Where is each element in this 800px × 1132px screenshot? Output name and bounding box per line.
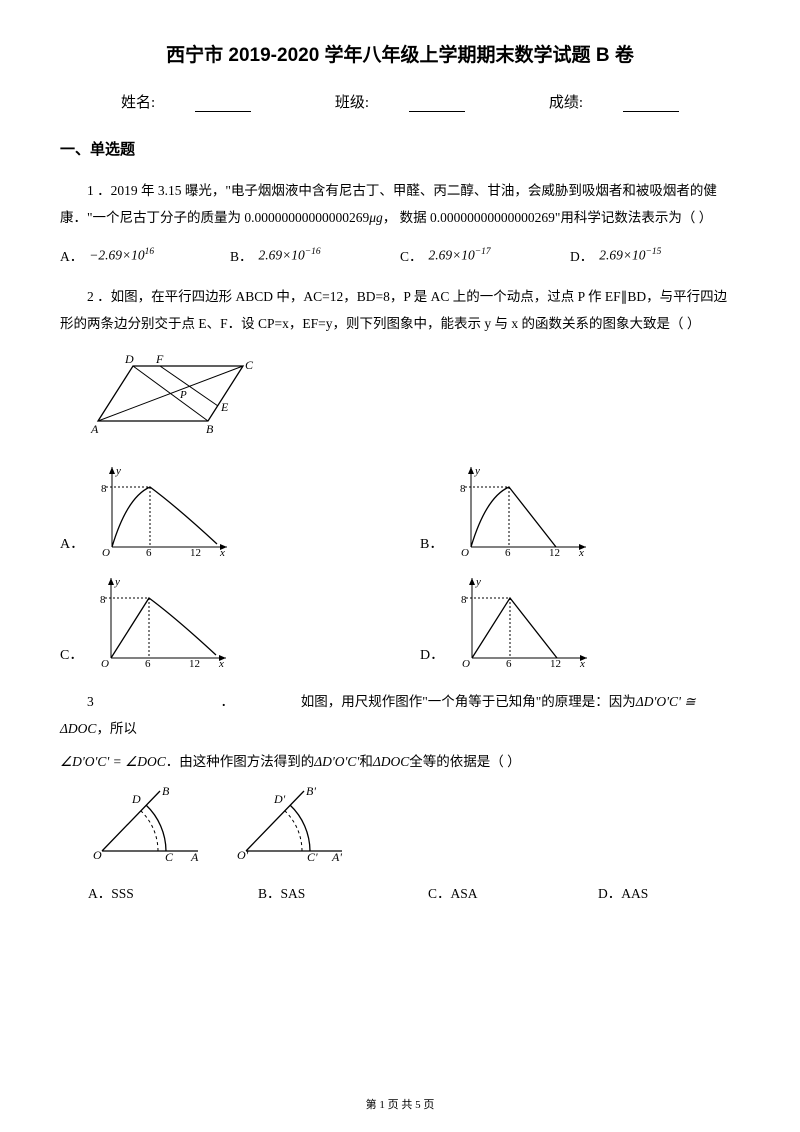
q1-opt-a: A．−2.69×1016 [60, 245, 230, 265]
svg-text:A: A [90, 422, 99, 436]
question-2: 2 ．如图，在平行四边形 ABCD 中，AC=12，BD=8，P 是 AC 上的… [60, 283, 740, 337]
svg-text:O: O [461, 547, 469, 557]
chart-a: 8 O 6 12 x y [92, 462, 232, 557]
svg-text:P: P [179, 389, 187, 401]
svg-text:6: 6 [146, 547, 152, 557]
page-footer: 第 1 页 共 5 页 [0, 1096, 800, 1112]
question-3-cont: ∠D'O'C' = ∠DOC．由这种作图方法得到的ΔD'O'C'和ΔDOC全等的… [60, 748, 740, 775]
svg-text:y: y [115, 465, 121, 477]
class-blank [409, 98, 465, 112]
svg-text:C: C [245, 358, 254, 372]
svg-text:O: O [101, 658, 109, 668]
q1-opt-c: C．2.69×10−17 [400, 245, 570, 265]
class-label: 班级: [335, 95, 369, 111]
svg-text:y: y [114, 576, 120, 588]
svg-text:F: F [155, 352, 164, 366]
svg-text:12: 12 [549, 547, 560, 557]
svg-text:6: 6 [145, 658, 151, 668]
q2-label-b: B． [420, 533, 443, 557]
svg-text:8: 8 [460, 483, 466, 495]
svg-text:D: D [131, 792, 141, 806]
q1-opt-d: D．2.69×10−15 [570, 245, 740, 265]
svg-text:y: y [475, 576, 481, 588]
svg-text:12: 12 [190, 547, 201, 557]
svg-text:O: O [93, 848, 102, 862]
svg-text:O': O' [237, 848, 249, 862]
svg-text:x: x [218, 658, 224, 668]
svg-text:8: 8 [461, 594, 467, 606]
score-blank [623, 98, 679, 112]
angle-figures: O A B C D O' A' B' C' D' [88, 781, 740, 866]
svg-text:D': D' [273, 792, 286, 806]
q3-options: A．SSS B．SAS C．ASA D．AAS [60, 882, 740, 902]
q2-charts: A． 8 O 6 12 x y B． 8 O [60, 462, 740, 668]
question-1: 1 ．2019 年 3.15 曝光，"电子烟烟液中含有尼古丁、甲醛、丙二醇、甘油… [60, 177, 740, 231]
svg-text:12: 12 [550, 658, 561, 668]
chart-d: 8 O 6 12 x y [452, 573, 592, 668]
q1-opt-b: B．2.69×10−16 [230, 245, 400, 265]
svg-text:C': C' [307, 850, 318, 864]
svg-text:B: B [206, 422, 214, 436]
svg-text:6: 6 [506, 658, 512, 668]
svg-text:O: O [462, 658, 470, 668]
svg-text:12: 12 [189, 658, 200, 668]
svg-text:B: B [162, 784, 170, 798]
section-header: 一、单选题 [60, 138, 740, 159]
svg-text:8: 8 [100, 594, 106, 606]
q2-label-c: C． [60, 644, 83, 668]
q2-label-d: D． [420, 644, 444, 668]
svg-text:O: O [102, 547, 110, 557]
q3-opt-c: C．ASA [400, 882, 570, 902]
q1-options: A．−2.69×1016 B．2.69×10−16 C．2.69×10−17 D… [60, 245, 740, 265]
svg-text:x: x [219, 547, 225, 557]
name-label: 姓名: [121, 95, 155, 111]
svg-text:6: 6 [505, 547, 511, 557]
svg-text:x: x [579, 658, 585, 668]
q2-label-a: A． [60, 533, 84, 557]
svg-text:y: y [474, 465, 480, 477]
svg-text:8: 8 [101, 483, 107, 495]
question-3: 3 ． 如图，用尺规作图作"一个角等于已知角"的原理是：因为ΔD'O'C' ≅ … [60, 688, 740, 742]
info-row: 姓名: 班级: 成绩: [60, 91, 740, 112]
chart-b: 8 O 6 12 x y [451, 462, 591, 557]
svg-text:x: x [578, 547, 584, 557]
page-title: 西宁市 2019-2020 学年八年级上学期期末数学试题 B 卷 [60, 40, 740, 67]
chart-c: 8 O 6 12 x y [91, 573, 231, 668]
parallelogram-figure: A B C D F E P [88, 351, 740, 446]
q3-opt-a: A．SSS [60, 882, 230, 902]
svg-text:A': A' [331, 850, 342, 864]
score-label: 成绩: [549, 95, 583, 111]
svg-text:E: E [220, 400, 229, 414]
name-blank [195, 98, 251, 112]
q3-opt-b: B．SAS [230, 882, 400, 902]
svg-text:D: D [124, 352, 134, 366]
svg-text:B': B' [306, 784, 316, 798]
svg-text:A: A [190, 850, 199, 864]
q3-opt-d: D．AAS [570, 882, 740, 902]
svg-text:C: C [165, 850, 174, 864]
